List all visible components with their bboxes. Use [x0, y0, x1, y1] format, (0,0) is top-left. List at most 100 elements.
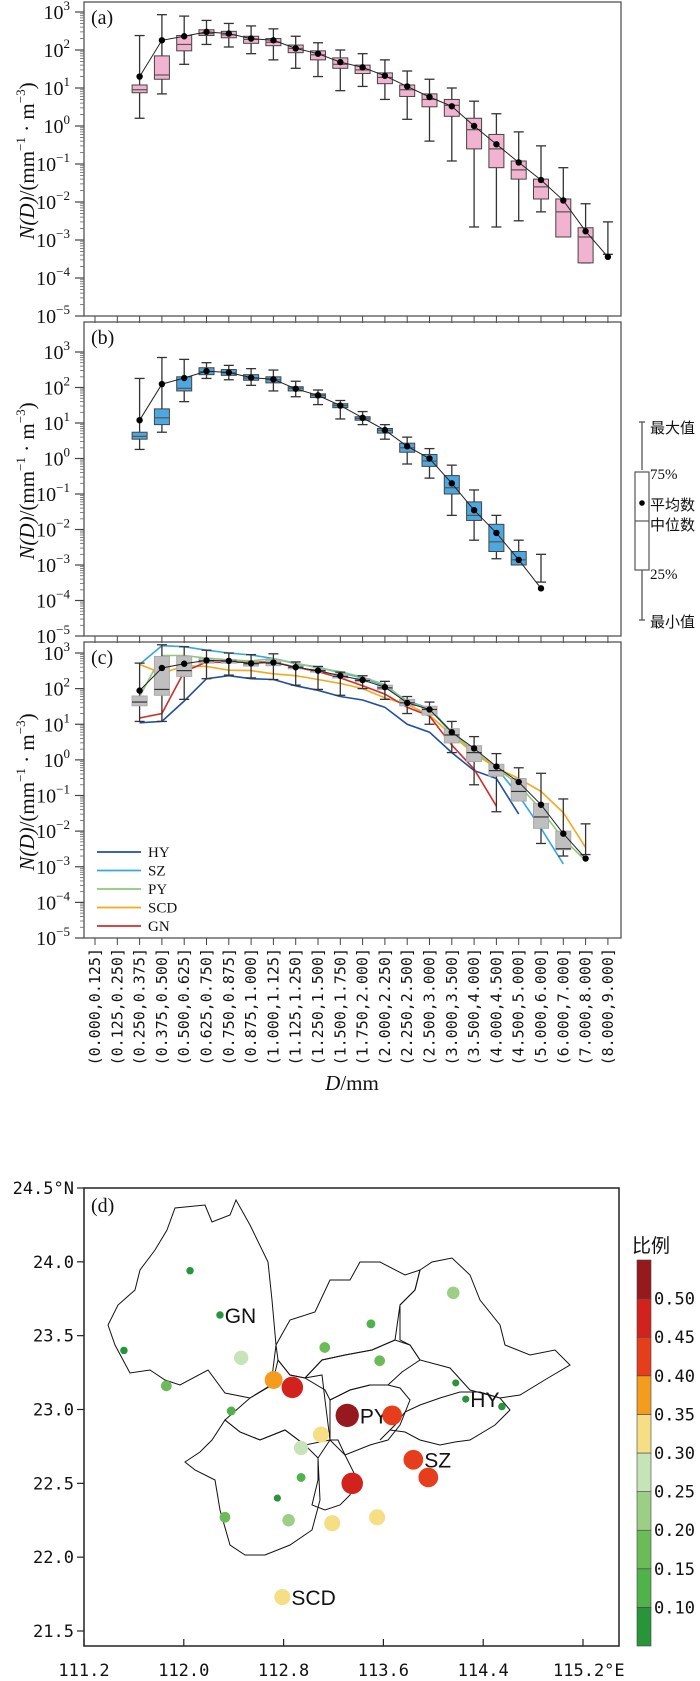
mean-point	[404, 699, 411, 707]
lat-tick-label: 23.5	[33, 1327, 74, 1347]
mean-point	[136, 687, 143, 694]
y-axis-title: N(D)/(mm−1 · m−3)	[13, 402, 39, 560]
series-line-scd	[139, 663, 587, 848]
box-item	[580, 823, 591, 856]
y-tick-base: 10	[44, 679, 64, 701]
station-point	[120, 1346, 128, 1355]
y-tick-base: 10	[36, 591, 56, 613]
y-tick-exponent: −4	[56, 264, 70, 279]
panel-label: (a)	[91, 7, 113, 29]
y-tick-exponent: 1	[64, 710, 71, 725]
mean-point	[381, 426, 389, 434]
y-tick-label: 10−5	[36, 302, 70, 328]
box-item	[399, 436, 416, 465]
station-label-scd: SCD	[291, 1587, 335, 1610]
x-category-label: (1.750,2.000]	[354, 948, 372, 1065]
mean-line	[139, 31, 609, 258]
x-category-label: (2.250,2.500]	[398, 948, 416, 1065]
colorbar: 0.50 0.45 0.40 0.35 0.30 0.25 0.20 0.15 0.10 比例	[632, 1235, 695, 1647]
box-item	[510, 131, 527, 222]
lat-tick-label: 22.5	[33, 1474, 74, 1494]
box-item	[488, 514, 505, 560]
colorbar-segment	[636, 1529, 652, 1570]
series-legend: HY SZ PY SCD GN	[97, 845, 177, 935]
box-item	[421, 78, 438, 142]
y-tick-exponent: −2	[56, 817, 70, 832]
ylabel-units: /(mm	[15, 782, 39, 828]
plot-frame	[83, 1, 622, 317]
y-tick-base: 10	[44, 449, 64, 471]
key-mean-point	[639, 500, 645, 506]
mean-point	[247, 35, 255, 42]
x-category-label: (6.000,7.000]	[554, 948, 572, 1065]
station-point	[216, 1311, 224, 1319]
station-label-sz: SZ	[424, 1450, 451, 1473]
station-point	[403, 1449, 424, 1470]
box-item	[533, 772, 549, 845]
y-tick-label: 10−4	[36, 587, 70, 613]
mean-point	[537, 801, 545, 808]
box-body	[131, 695, 148, 707]
box-item	[443, 87, 460, 162]
box-body	[443, 728, 460, 744]
mean-point	[158, 380, 166, 388]
mean-point	[292, 45, 299, 52]
box-item	[153, 356, 170, 433]
ylabel-exp3: −3	[13, 409, 28, 423]
lon-tick-label: 113.6	[358, 1661, 409, 1681]
lat-tick-label: 24.0	[33, 1253, 74, 1273]
key-label-median: 中位数	[650, 516, 695, 534]
box-body	[488, 133, 505, 169]
station-point	[366, 1319, 376, 1329]
colorbar-tick-label: 0.25	[654, 1483, 695, 1503]
colorbar-tick-label: 0.30	[654, 1444, 695, 1464]
x-category-label: (0.500,0.625]	[175, 948, 193, 1065]
mean-point	[404, 443, 411, 450]
ylabel-exp1: −1	[13, 137, 28, 151]
plot-frame	[83, 321, 622, 637]
mean-point	[537, 176, 545, 184]
mean-point	[158, 664, 166, 672]
x-category-label: (0.250,0.375]	[131, 948, 149, 1065]
colorbar-tick-label: 0.15	[654, 1560, 695, 1580]
mean-point	[337, 402, 344, 409]
mean-point	[225, 369, 232, 376]
mean-line	[139, 659, 586, 859]
station-points: GN HY PY SZ SCD	[120, 1266, 506, 1610]
y-tick-exponent: 3	[64, 639, 71, 654]
mean-point	[181, 33, 188, 40]
y-tick-label: 10−4	[36, 888, 70, 914]
lon-tick-label: 111.2	[58, 1661, 109, 1681]
mean-point	[292, 385, 299, 392]
mean-point	[158, 37, 166, 44]
box-item	[466, 735, 483, 786]
key-label-min: 最小值	[650, 613, 695, 631]
legend-label: GN	[148, 919, 170, 935]
legend-item-hy: HY	[97, 845, 170, 861]
mean-point	[582, 228, 589, 235]
colorbar-title: 比例	[632, 1235, 670, 1257]
y-tick-base: 10	[36, 520, 56, 542]
mean-point	[136, 416, 143, 424]
box-item	[536, 553, 546, 583]
y-tick-label: 102	[44, 374, 71, 400]
station-point	[498, 1402, 506, 1411]
y-tick-exponent: −5	[56, 302, 70, 317]
ylabel-close: )	[15, 82, 39, 89]
box-item	[176, 15, 193, 65]
station-point	[234, 1350, 249, 1365]
mean-point	[381, 683, 389, 691]
ylabel-units2: · m	[15, 423, 39, 457]
colorbar-segment	[636, 1568, 652, 1608]
ylabel-exp1: −1	[13, 457, 28, 471]
y-axis-title: N(D)/(mm−1 · m−3)	[13, 82, 39, 240]
mean-point	[381, 72, 389, 79]
colorbar-tick-label: 0.45	[654, 1328, 695, 1348]
key-label-q1: 25%	[650, 567, 678, 583]
box-item	[399, 70, 416, 120]
station-point	[273, 1494, 281, 1502]
lat-tick-label: 23.0	[33, 1401, 74, 1421]
legend-item-py: PY	[97, 882, 167, 898]
station-point	[293, 1440, 309, 1456]
mean-point	[560, 197, 567, 204]
